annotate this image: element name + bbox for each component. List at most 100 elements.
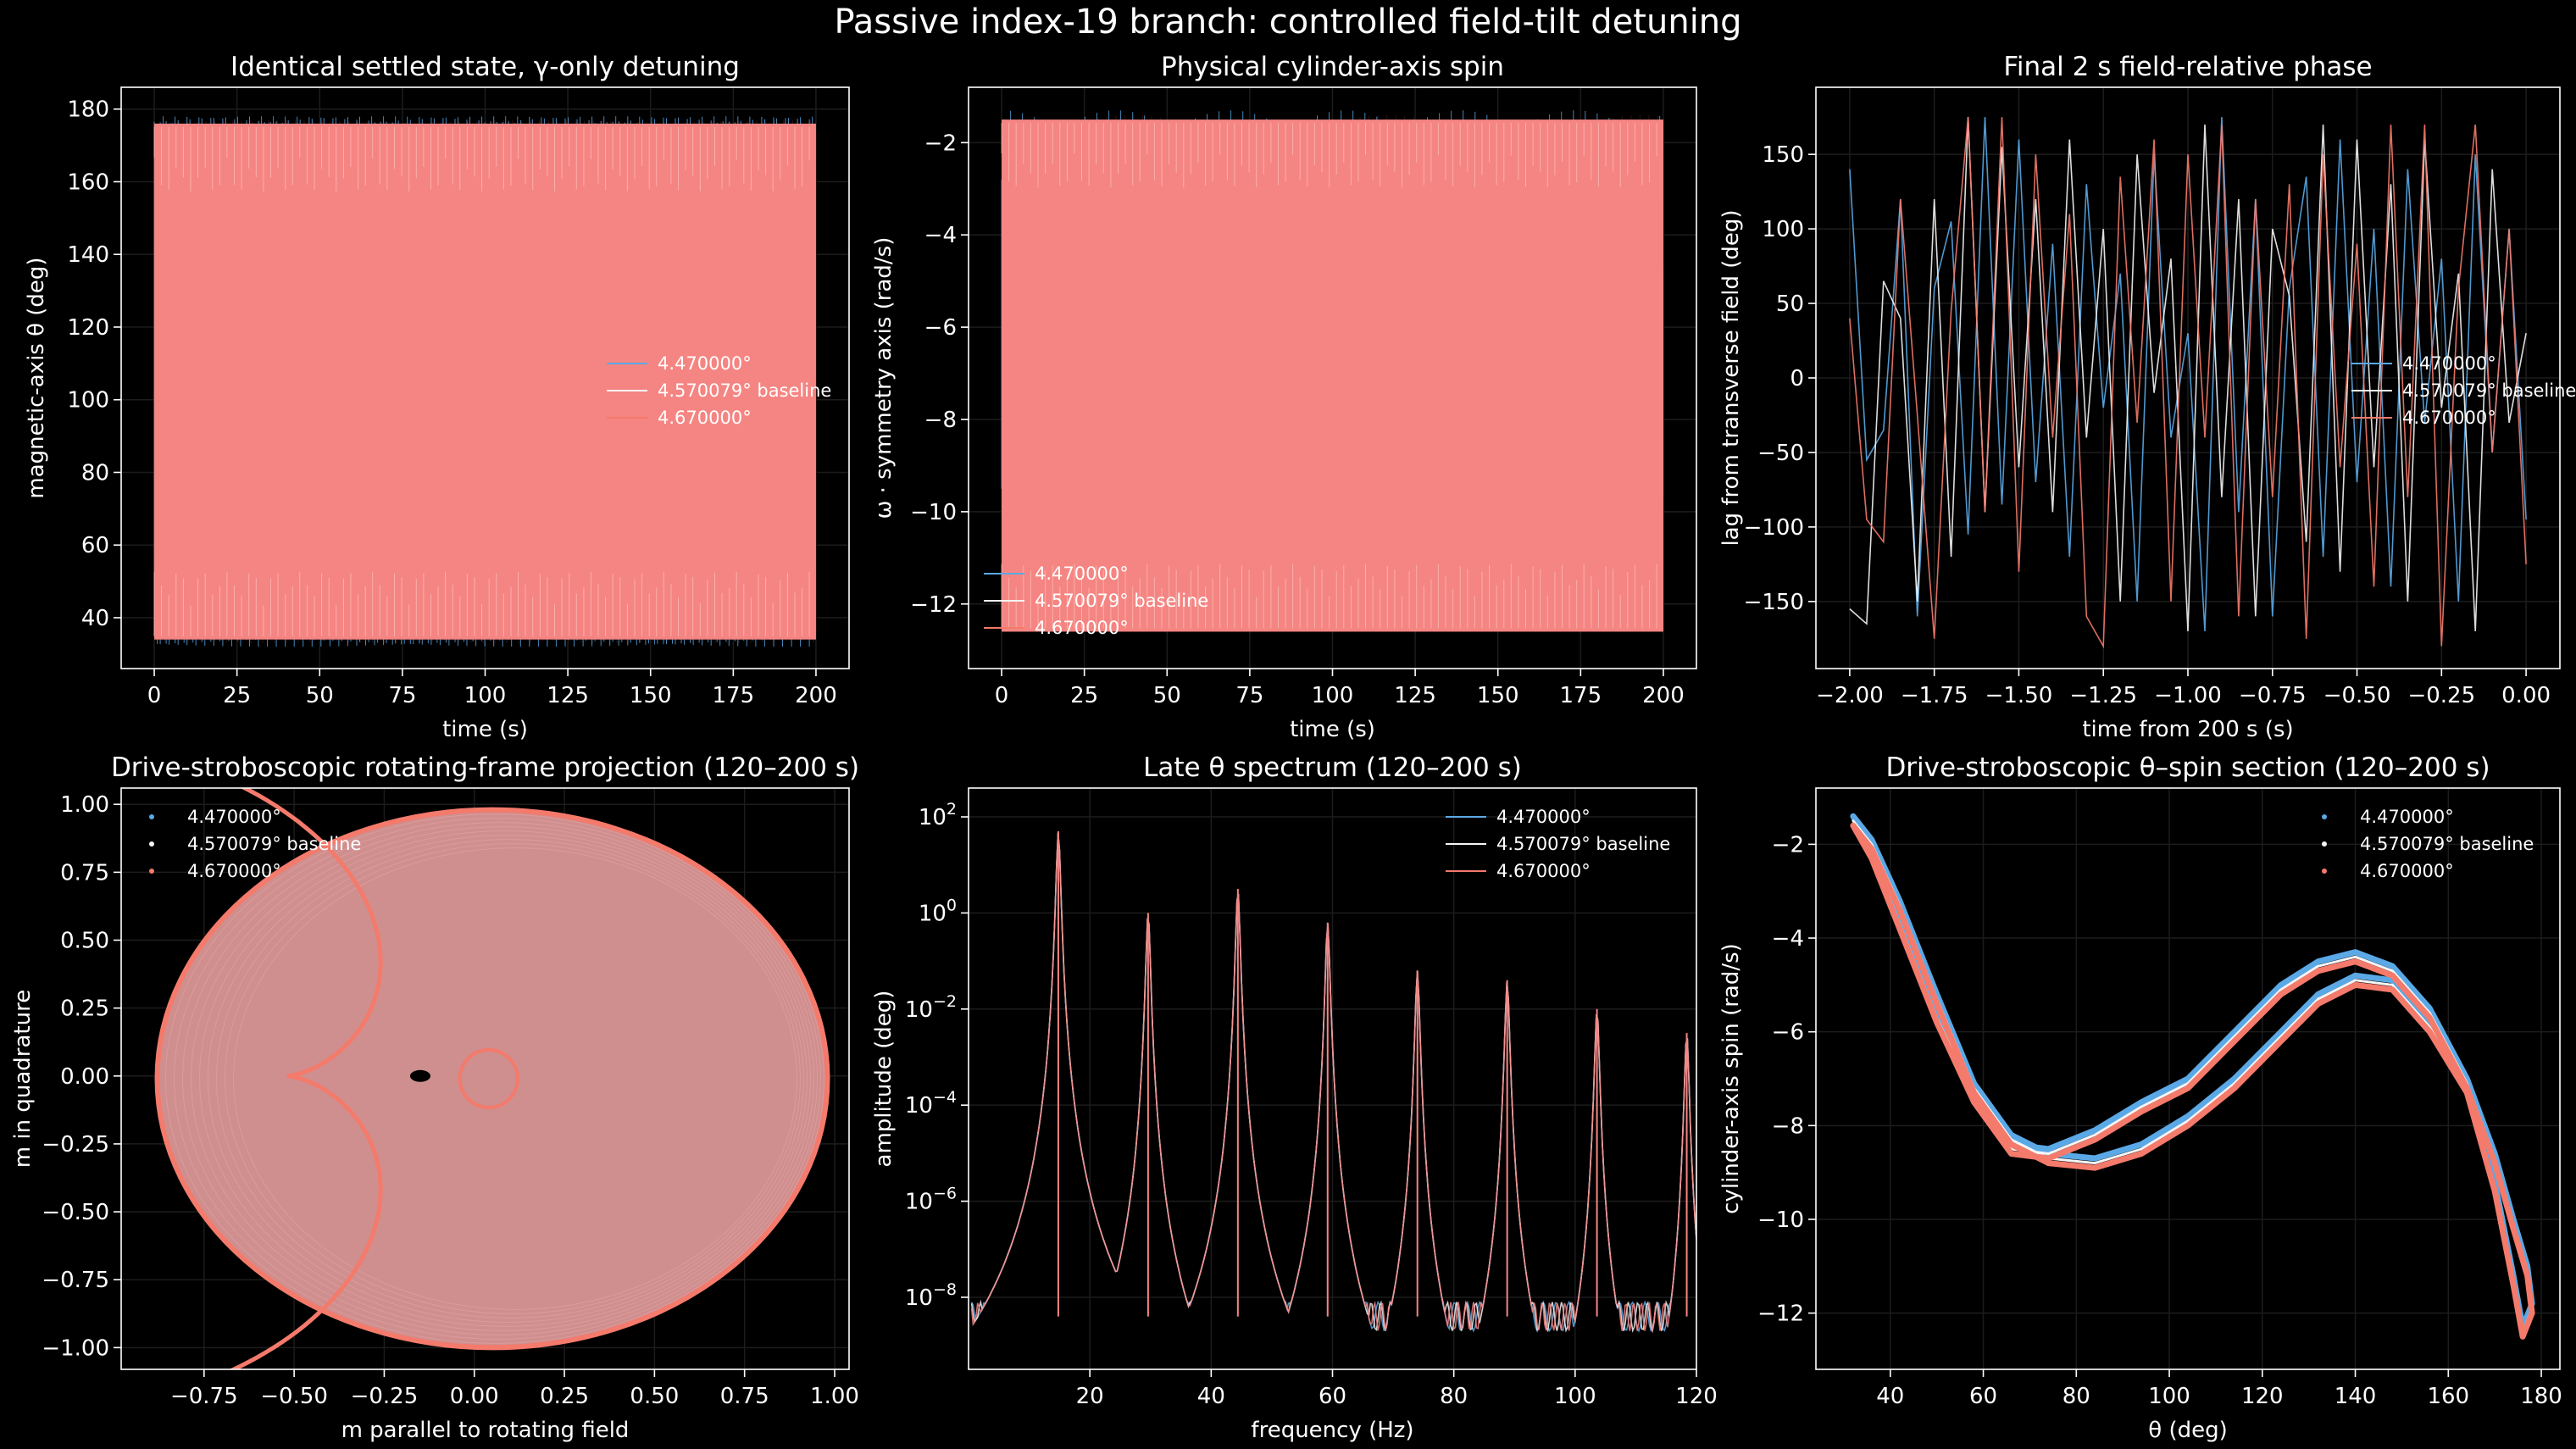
chart-panel-6: 40 60 80 100 120 140 160 180 −12 −10 −8 −6 −4 −2 Drive… [1718,752,2562,1443]
y-axis-label: cylinder-axis spin (rad/s) [1718,943,1744,1214]
x-tick-label: 200 [795,683,837,708]
x-tick-label: 0.75 [720,1384,769,1409]
x-tick-label: 200 [1642,683,1685,708]
series-ring [208,835,808,1323]
series-line-4.670000 [153,126,810,636]
y-tick-label: −10 [910,500,957,525]
y-tick-label: −4 [924,223,957,248]
x-tick-label: 60 [1969,1384,1997,1409]
y-tick-label: −0.50 [42,1200,109,1225]
chart-title: Physical cylinder-axis spin [1161,52,1504,82]
x-tick-label: 60 [1319,1384,1346,1409]
plot-layer [1816,87,2560,669]
legend-marker [149,869,154,874]
y-tick-base: 10 [905,1093,933,1119]
series-ring [174,818,821,1340]
plot-layer [121,788,849,1369]
y-tick-label: −8 [1772,1113,1804,1139]
y-axis-label: ω · symmetry axis (rad/s) [871,237,897,519]
x-tick-label: 175 [1560,683,1602,708]
x-tick-label: 0 [147,683,162,708]
y-tick-label: 50 [1776,291,1804,317]
x-tick-label: −2.00 [1816,683,1884,708]
x-tick-label: 125 [547,683,589,708]
x-axis-label: frequency (Hz) [1251,1418,1413,1443]
x-axis-label: time (s) [442,717,528,742]
x-tick-label: 80 [2062,1384,2090,1409]
y-tick-base: 10 [905,997,933,1023]
chart-panel-3: −2.00 −1.75 −1.50 −1.25 −1.00 −0.75 −0.50 −0.25… [1718,52,2576,742]
y-tick-label: 1.00 [60,792,109,818]
x-tick-label: 120 [1675,1384,1718,1409]
figure-suptitle: Passive index-19 branch: controlled fiel… [834,3,1742,42]
x-tick-label: 100 [1554,1384,1596,1409]
legend-label: 4.670000° [187,861,281,881]
x-tick-label: −0.50 [260,1384,328,1409]
x-tick-label: 1.00 [810,1384,859,1409]
series-ring [199,830,811,1327]
x-tick-label: −0.50 [2323,683,2391,708]
series-spectrum-2 [970,832,1696,1331]
x-tick-label: 25 [1070,683,1098,708]
x-tick-label: 20 [1076,1384,1104,1409]
series-ring [182,822,818,1335]
legend-label: 4.670000° [2360,861,2454,881]
x-tick-label: 75 [388,683,416,708]
y-tick-label: 0.50 [60,929,109,954]
series-ring [165,813,824,1344]
legend-label: 4.570079° baseline [1035,591,1208,611]
y-tick-exponent: −2 [933,992,957,1011]
y-tick-label: 160 [67,169,109,195]
y-tick-label: 60 [81,533,109,558]
chart-title: Identical settled state, γ-only detuning [230,52,740,82]
y-tick-label: −12 [1757,1302,1804,1327]
legend-label: 4.470000° [658,353,752,374]
y-tick-label: 0.00 [60,1064,109,1090]
x-tick-label: −0.25 [351,1384,419,1409]
x-tick-label: 50 [306,683,334,708]
y-tick-label: −12 [910,592,957,618]
y-tick-label: −6 [1772,1020,1804,1046]
legend-marker [149,814,154,819]
y-tick-label: 80 [81,460,109,486]
y-tick-base: 10 [905,1190,933,1215]
legend-label: 4.570079° baseline [187,834,361,854]
series-ring [225,843,801,1314]
x-tick-label: 0.00 [2501,683,2551,708]
legend-label: 4.470000° [187,807,281,827]
y-tick-label: 100 [67,388,109,414]
y-tick-label: −100 [1744,515,1804,541]
x-tick-label: 50 [1153,683,1181,708]
y-tick-label: 150 [1762,142,1804,168]
x-tick-label: 100 [2148,1384,2190,1409]
y-tick-base: 10 [919,901,947,926]
x-tick-label: 175 [713,683,755,708]
y-tick-label: −0.25 [42,1132,109,1158]
y-tick-exponent: 2 [947,800,957,819]
y-tick-label: 100 [919,896,957,926]
x-tick-label: 100 [1312,683,1354,708]
y-axis-label: m in quadrature [10,990,36,1168]
axes-frame [1815,787,2561,1370]
legend-marker [149,841,154,847]
x-tick-label: 40 [1876,1384,1904,1409]
plot-layer [1816,788,2560,1369]
y-tick-label: 10−6 [905,1185,957,1215]
x-tick-label: 160 [2427,1384,2469,1409]
legend-marker [2322,841,2327,847]
x-tick-label: −1.25 [2069,683,2137,708]
plot-layer [121,87,849,669]
series-cardioid-4.670000 [229,788,383,1369]
y-tick-label: 0 [1790,366,1804,391]
legend-label: 4.470000° [2360,807,2454,827]
y-tick-label: 10−8 [905,1280,957,1311]
x-tick-label: −0.25 [2407,683,2475,708]
x-axis-label: m parallel to rotating field [341,1418,630,1443]
y-tick-label: 180 [67,97,109,123]
x-tick-label: 0.00 [450,1384,499,1409]
legend-label: 4.670000° [1496,861,1591,881]
legend-label: 4.670000° [2402,408,2496,428]
y-tick-base: 10 [905,1285,933,1311]
x-tick-label: 120 [2241,1384,2284,1409]
